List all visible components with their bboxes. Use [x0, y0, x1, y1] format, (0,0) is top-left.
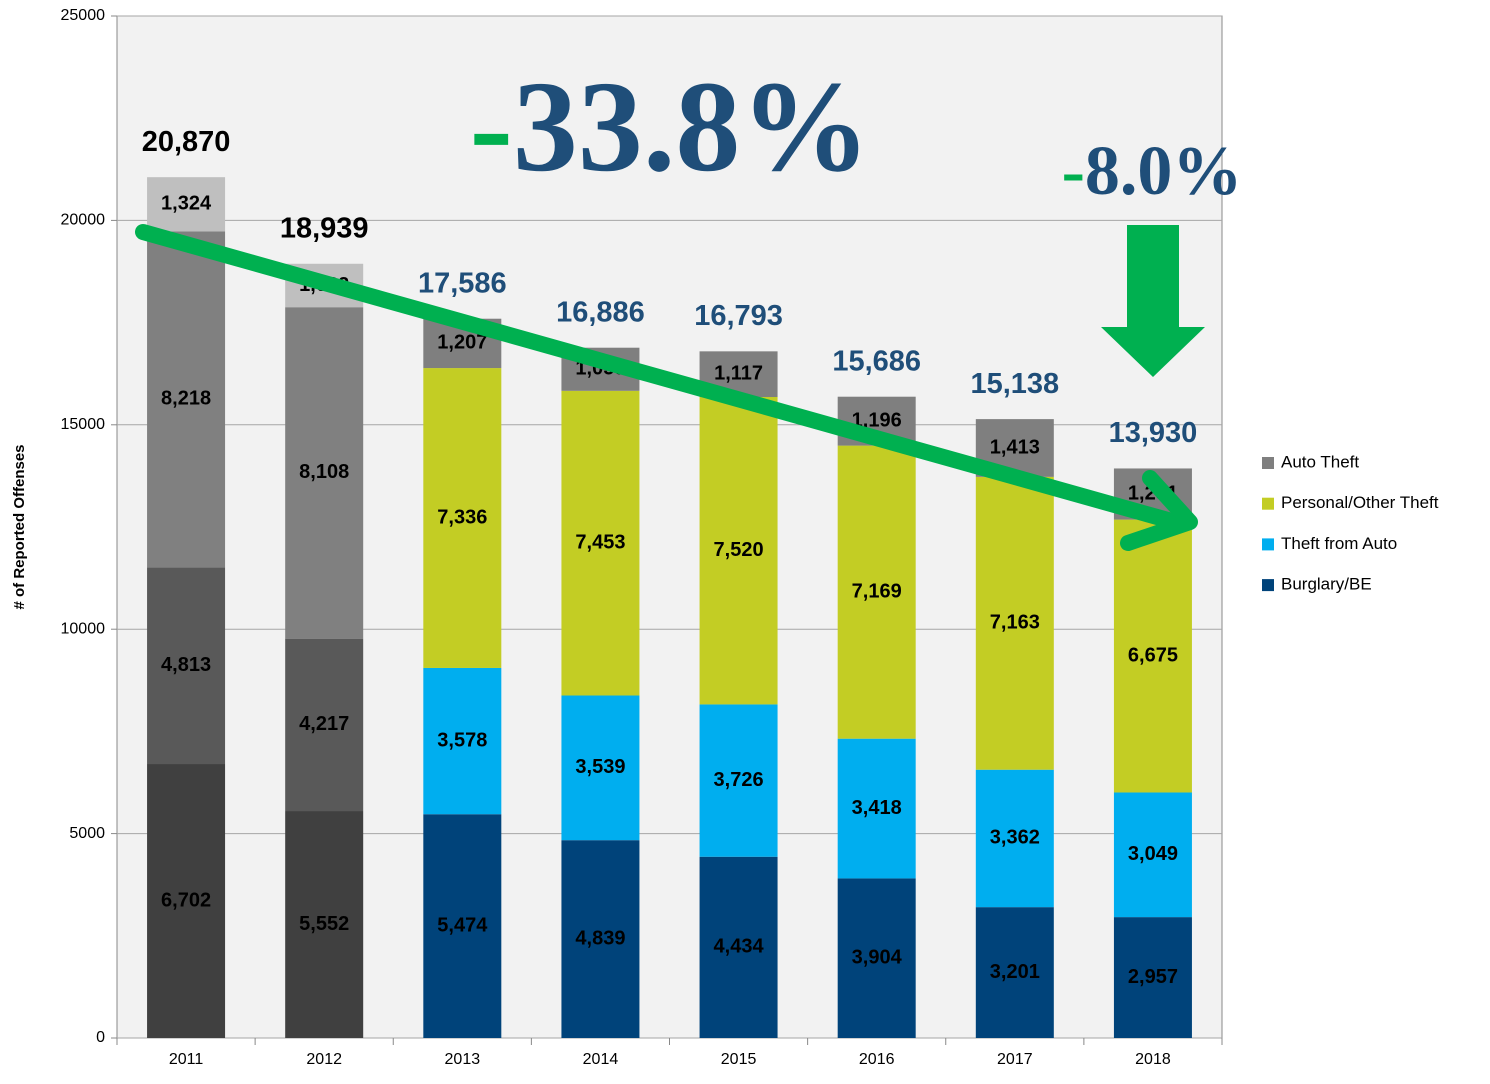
x-tick-label: 2013	[445, 1051, 481, 1068]
x-tick-label: 2016	[859, 1051, 895, 1068]
data-label: 4,839	[575, 927, 625, 949]
bar-segment	[147, 567, 226, 765]
bar-segment	[1113, 519, 1192, 793]
data-label: 1,196	[852, 409, 902, 431]
data-label: 7,336	[437, 506, 487, 528]
data-label: 6,702	[161, 889, 211, 911]
data-label: 5,474	[437, 914, 488, 936]
total-label: 16,793	[694, 300, 783, 332]
data-label: 4,217	[299, 713, 349, 735]
bar-segment	[975, 476, 1054, 770]
data-label: 3,726	[714, 769, 764, 791]
data-label: 3,362	[990, 827, 1040, 849]
data-label: 7,520	[714, 539, 764, 561]
overlays	[135, 224, 1205, 551]
data-label: 3,418	[852, 797, 902, 819]
bar-segment	[561, 695, 640, 841]
total-label: 15,686	[832, 345, 921, 377]
data-label: 3,539	[575, 756, 625, 778]
total-label: 15,138	[970, 368, 1059, 400]
bar-segment	[837, 445, 916, 739]
bar-segment	[561, 390, 640, 696]
bar-segment	[147, 231, 226, 568]
total-label: 17,586	[418, 267, 507, 299]
data-label: 7,453	[575, 531, 625, 553]
total-label: 18,939	[280, 212, 369, 244]
bar-segment	[423, 368, 502, 668]
data-label: 1,413	[990, 436, 1040, 458]
annotation: -8.0%	[1062, 133, 1243, 210]
data-label: 7,169	[852, 580, 902, 602]
data-label: 3,904	[852, 946, 903, 968]
y-tick-label: 5000	[69, 825, 105, 842]
data-label: 1,117	[714, 362, 763, 384]
data-label: 4,813	[161, 654, 211, 676]
data-label: 5,552	[299, 913, 349, 935]
data-label: 3,049	[1128, 843, 1178, 865]
bar-segment	[423, 667, 502, 815]
x-tick-label: 2014	[583, 1051, 619, 1068]
y-tick-label: 10000	[61, 620, 106, 637]
y-tick-label: 15000	[61, 416, 106, 433]
total-label: 20,870	[142, 126, 231, 158]
bars: 0 5000 10000 15000 20000 25000 2011 6,702 4,813 8…	[61, 7, 1439, 1068]
annotation: -33.8%	[470, 55, 871, 199]
x-tick-label: 2011	[169, 1051, 204, 1068]
y-axis-label: # of Reported Offenses	[11, 444, 28, 609]
data-label: 3,578	[437, 729, 487, 751]
bar-segment	[423, 814, 502, 1038]
data-label: 8,108	[299, 461, 349, 483]
bar-segment	[699, 856, 778, 1038]
y-tick-label: 0	[96, 1029, 105, 1046]
bar-segment	[285, 811, 364, 1038]
bar-segment	[1113, 917, 1192, 1038]
data-label: 8,218	[161, 388, 211, 410]
data-label: 6,675	[1128, 644, 1178, 666]
bar-segment	[285, 307, 364, 639]
legend-label: Auto Theft	[1281, 452, 1359, 471]
legend-swatch	[1262, 497, 1274, 510]
bar-segment	[699, 397, 778, 705]
legend-label: Burglary/BE	[1281, 575, 1372, 594]
bar-segment	[975, 907, 1054, 1038]
bar-segment	[561, 840, 640, 1038]
total-label: 13,930	[1109, 417, 1198, 449]
x-tick-label: 2018	[1135, 1051, 1171, 1068]
legend-swatch	[1262, 457, 1274, 469]
bar-segment	[975, 769, 1054, 908]
bar-segment	[837, 878, 916, 1038]
data-label: 2,957	[1128, 966, 1178, 988]
trend-arrow	[135, 224, 1183, 530]
y-tick-label: 25000	[61, 7, 106, 24]
y-tick-label: 20000	[61, 212, 106, 229]
data-label: 3,201	[990, 961, 1040, 983]
x-tick-label: 2015	[721, 1051, 757, 1068]
down-arrow	[1101, 225, 1205, 377]
bar-segment	[1113, 792, 1192, 918]
legend-label: Personal/Other Theft	[1281, 493, 1439, 512]
data-label: 7,163	[990, 612, 1040, 634]
bar-segment	[699, 704, 778, 857]
bar-segment	[837, 738, 916, 879]
data-label: 1,207	[437, 332, 487, 354]
data-label: 4,434	[714, 936, 765, 958]
x-tick-label: 2017	[997, 1051, 1033, 1068]
x-tick-label: 2012	[306, 1051, 342, 1068]
legend-label: Theft from Auto	[1281, 534, 1397, 553]
trend-arrowhead	[1120, 470, 1198, 551]
bar-segment	[147, 764, 226, 1038]
bar-segment	[285, 638, 364, 812]
total-label: 16,886	[556, 296, 645, 328]
legend-swatch	[1262, 579, 1274, 592]
bar-segment	[147, 177, 226, 232]
legend-swatch	[1262, 538, 1274, 551]
data-label: 1,324	[161, 193, 212, 215]
